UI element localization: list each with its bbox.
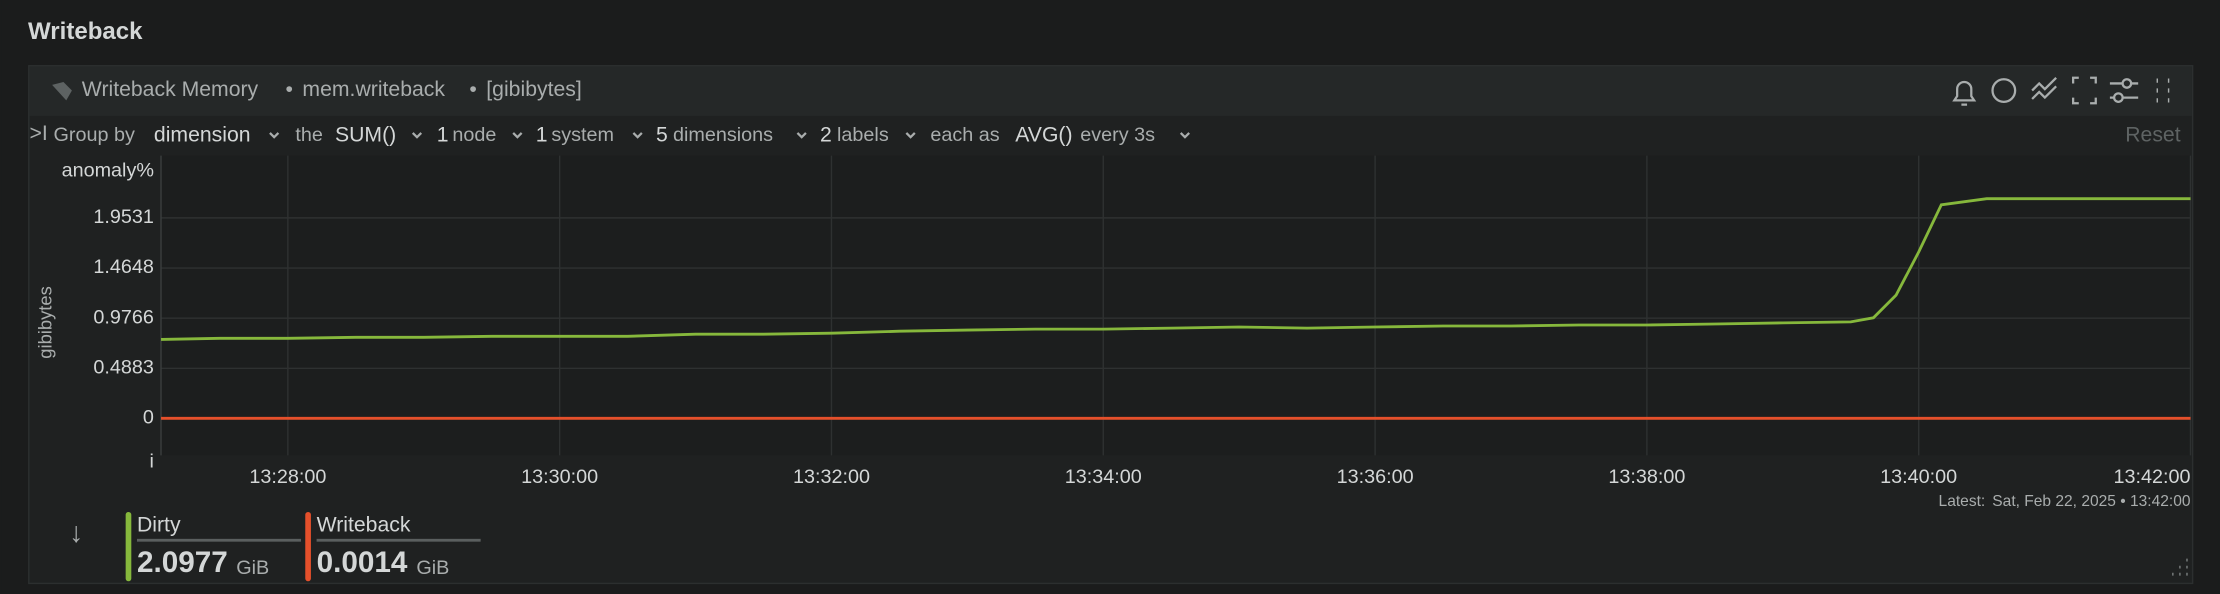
units: [gibibytes] [486, 78, 581, 101]
legend-name: Writeback [317, 514, 411, 537]
toolbar-item: node [452, 124, 496, 146]
legend-color [305, 511, 311, 582]
legend-value: 2.0977 [137, 546, 228, 579]
toolbar-item: 1 [536, 123, 548, 146]
section-title: Writeback [28, 18, 143, 45]
dropdown-chevron [512, 132, 523, 139]
toolbar-item: 1 [437, 123, 449, 146]
alert-button[interactable] [1952, 80, 1977, 106]
x-tick-label: 13:34:00 [1065, 466, 1142, 488]
toolbar: Group by dimension the SUM() 1 node 1 system 5 di… [54, 123, 1191, 146]
dropdown-chevron [905, 132, 916, 139]
legend-unit: GiB [416, 557, 449, 579]
y-tick-label: 1.4648 [93, 256, 154, 278]
x-tick-label: 13:30:00 [521, 466, 598, 488]
header-actions [1952, 76, 2170, 106]
y-axis-label: gibibytes [34, 286, 55, 359]
header-bar [29, 66, 2192, 116]
legend-value: 0.0014 [317, 546, 408, 579]
separator: • [469, 78, 476, 101]
toolbar-item: AVG() [1015, 123, 1072, 146]
chart-title: Writeback Memory [82, 78, 259, 101]
legend-color [125, 511, 132, 582]
resize-handle[interactable] [2172, 558, 2188, 576]
sort-arrow[interactable]: ↓ [69, 516, 83, 548]
y-tick-label: 0 [143, 407, 154, 429]
x-tick-label: 13:32:00 [793, 466, 870, 488]
plot: 0 0.4883 0.9766 1.4648 1.9531 13:28:00 13:30:0… [93, 155, 2192, 488]
context: mem.writeback [302, 78, 445, 101]
toolbar-item: 5 [656, 123, 668, 146]
y-tick-label: 0.9766 [93, 306, 154, 328]
toolbar-item: every 3s [1080, 124, 1155, 146]
x-tick-label: 13:42:00 [2113, 466, 2190, 488]
toolbar-item: dimensions [673, 124, 773, 146]
toolbar-item: the [295, 124, 323, 146]
toolbar-item: SUM() [335, 123, 396, 146]
collapse-toggle[interactable]: >I [29, 122, 47, 145]
toolbar-item: 2 [820, 123, 832, 146]
series-line [160, 197, 2191, 341]
info-button[interactable] [1991, 78, 2017, 103]
x-tick-label: 13:38:00 [1608, 466, 1685, 488]
legend-name: Dirty [137, 514, 181, 537]
latest-value: Sat, Feb 22, 2025 • 13:42:00 [1992, 493, 2191, 510]
toolbar-item: system [551, 124, 614, 146]
legend-underline [136, 538, 302, 542]
dropdown-chevron [632, 132, 643, 139]
reset-button[interactable]: Reset [2125, 123, 2180, 146]
header-icon [52, 82, 72, 101]
legend-underline [316, 538, 481, 542]
y-bottom-label: i [150, 451, 154, 473]
x-tick-label: 13:40:00 [1880, 466, 1957, 488]
plot-area [161, 155, 2191, 456]
toolbar-item: Group by [54, 124, 135, 146]
legend-unit: GiB [236, 557, 269, 579]
y-tick-label: 0.4883 [93, 357, 154, 379]
dropdown-chevron [411, 132, 423, 139]
x-tick-label: 13:36:00 [1337, 466, 1414, 488]
toolbar-item: each as [930, 124, 999, 146]
fullscreen-button[interactable] [2071, 76, 2097, 105]
latest-label: Latest: [1939, 493, 1986, 510]
dropdown-chevron [796, 132, 807, 139]
dropdown-chevron [269, 132, 280, 139]
x-tick-label: 13:28:00 [249, 466, 326, 488]
drag-handle[interactable] [2156, 78, 2170, 103]
separator: • [285, 78, 292, 101]
compare-button[interactable] [2031, 76, 2057, 100]
y-tick-label: 1.9531 [93, 206, 154, 228]
dropdown-chevron [1179, 132, 1191, 139]
toolbar-item: dimension [154, 123, 251, 146]
anomaly-label: anomaly% [62, 159, 154, 181]
toolbar-item: labels [837, 124, 889, 146]
